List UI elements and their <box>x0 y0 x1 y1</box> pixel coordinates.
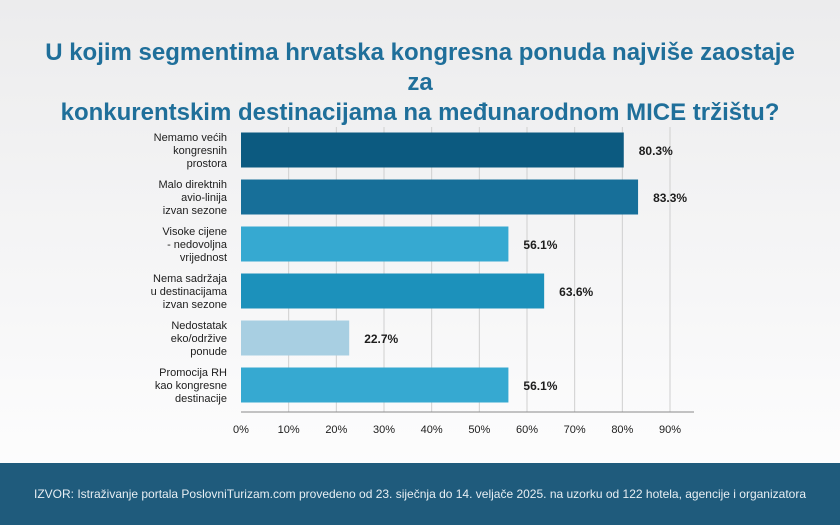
x-tick-label: 0% <box>233 424 249 436</box>
chart-title: U kojim segmentima hrvatska kongresna po… <box>40 38 800 128</box>
chart-title-line-1: U kojim segmentima hrvatska kongresna po… <box>45 39 795 96</box>
category-label: izvan sezone <box>163 299 227 311</box>
category-label: vrijednost <box>180 252 227 264</box>
bar <box>241 320 350 356</box>
data-label: 63.6% <box>559 285 593 299</box>
category-label: Nema sadržaja <box>153 273 228 285</box>
data-label: 22.7% <box>364 332 398 346</box>
category-label: Nemamo većih <box>154 132 227 144</box>
category-label: Nedostatak <box>171 320 227 332</box>
category-label: kongresnih <box>173 145 227 157</box>
data-label: 83.3% <box>653 191 687 205</box>
category-label: - nedovoljna <box>167 239 228 251</box>
x-tick-label: 70% <box>564 424 586 436</box>
category-label: ponude <box>190 346 227 358</box>
x-tick-label: 90% <box>659 424 681 436</box>
source-note: IZVOR: Istraživanje portala PoslovniTuri… <box>34 487 806 501</box>
category-label: u destinacijama <box>151 286 228 298</box>
category-label: avio-linija <box>181 192 228 204</box>
bar <box>241 179 639 215</box>
bar <box>241 367 509 403</box>
data-label: 56.1% <box>523 379 557 393</box>
source-footer: IZVOR: Istraživanje portala PoslovniTuri… <box>0 463 840 525</box>
x-tick-label: 60% <box>516 424 538 436</box>
bar <box>241 132 624 168</box>
x-tick-label: 20% <box>325 424 347 436</box>
x-tick-label: 10% <box>278 424 300 436</box>
x-tick-label: 30% <box>373 424 395 436</box>
x-tick-label: 50% <box>468 424 490 436</box>
category-label: Promocija RH <box>159 367 227 379</box>
bar <box>241 226 509 262</box>
x-tick-label: 40% <box>421 424 443 436</box>
data-label: 56.1% <box>523 238 557 252</box>
bar <box>241 273 545 309</box>
chart-title-line-2: konkurentskim destinacijama na međunarod… <box>60 99 780 126</box>
category-label: kao kongresne <box>155 380 227 392</box>
bar-chart: 0% 10% 20% 30% 40% 50% 60% 70% 80% 90% Nemamo veći… <box>151 127 694 436</box>
data-label: 80.3% <box>639 144 673 158</box>
category-label: izvan sezone <box>163 205 227 217</box>
x-tick-label: 80% <box>611 424 633 436</box>
category-label: Malo direktnih <box>159 179 227 191</box>
category-label: prostora <box>187 158 228 170</box>
category-label: destinacije <box>175 393 227 405</box>
category-label: eko/održive <box>171 333 227 345</box>
category-label: Visoke cijene <box>162 226 227 238</box>
